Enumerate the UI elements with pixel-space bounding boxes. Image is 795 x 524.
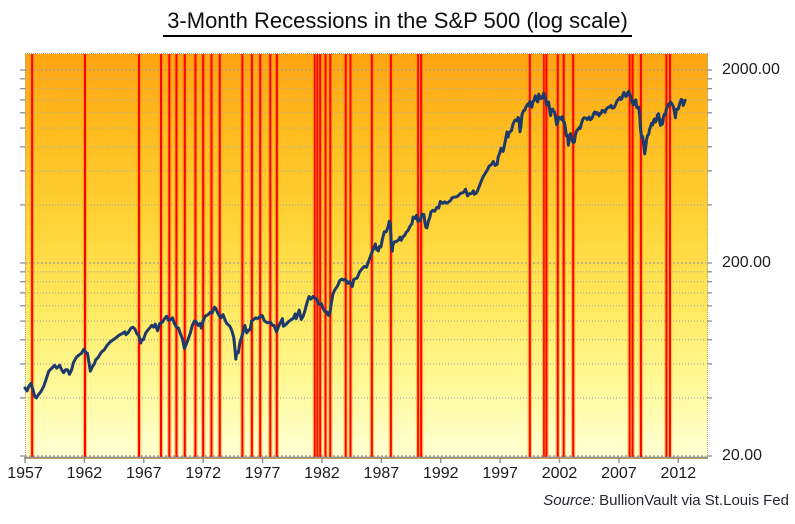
x-axis-label: 1977: [244, 464, 281, 482]
x-axis-label: 1992: [422, 464, 459, 482]
x-axis-label: 1987: [363, 464, 400, 482]
y-axis-label: 20.00: [722, 446, 763, 464]
source-note: Source: BullionVault via St.Louis Fed: [543, 492, 789, 509]
x-axis-label: 1967: [125, 464, 162, 482]
source-text: BullionVault via St.Louis Fed: [595, 492, 789, 509]
x-axis-label: 1997: [482, 464, 518, 482]
y-axis-label: 2000.00: [722, 60, 780, 78]
x-axis-label: 1957: [7, 464, 43, 482]
chart-title: 3-Month Recessions in the S&P 500 (log s…: [0, 8, 795, 37]
y-axis-label: 200.00: [722, 253, 771, 271]
source-label: Source:: [543, 492, 595, 509]
x-axis-label: 1982: [304, 464, 340, 482]
x-axis-label: 2007: [601, 464, 637, 482]
x-axis-label: 2012: [660, 464, 697, 482]
chart-title-text: 3-Month Recessions in the S&P 500 (log s…: [163, 8, 632, 37]
x-axis-label: 1962: [66, 464, 103, 482]
x-axis-label: 1972: [185, 464, 221, 482]
x-axis-label: 2002: [541, 464, 578, 482]
